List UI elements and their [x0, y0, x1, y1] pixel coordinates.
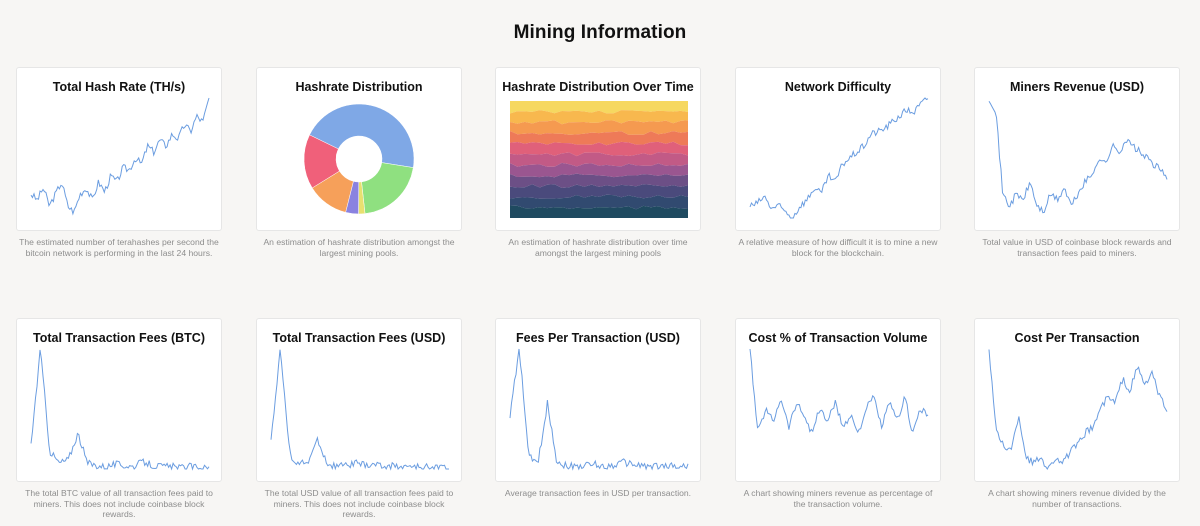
series-line [30, 97, 210, 216]
card-title: Network Difficulty [784, 80, 892, 94]
card-description: A chart showing miners revenue divided b… [988, 488, 1166, 509]
card-cost-percent-transaction-volume[interactable]: Cost % of Transaction Volume A chart sho… [735, 318, 941, 509]
pie-slice [303, 134, 340, 189]
card-title: Hashrate Distribution [295, 80, 423, 94]
chart-card[interactable]: Total Transaction Fees (USD) [256, 318, 462, 482]
line-chart [30, 349, 210, 471]
chart-card[interactable]: Miners Revenue (USD) [974, 67, 1180, 231]
donut-chart [303, 103, 415, 215]
line-chart [988, 101, 1168, 214]
pie-slice [361, 162, 414, 214]
card-network-difficulty[interactable]: Network Difficulty A relative measure of… [735, 67, 941, 258]
series-line [749, 348, 929, 434]
card-total-hash-rate[interactable]: Total Hash Rate (TH/s) The estimated num… [16, 67, 222, 258]
line-chart [749, 348, 929, 434]
card-description: The total BTC value of all transaction f… [25, 488, 213, 520]
card-description: An estimation of hashrate distribution o… [508, 237, 688, 258]
area-band [510, 110, 688, 125]
card-title: Fees Per Transaction (USD) [516, 331, 680, 345]
area-band [510, 131, 688, 146]
card-description: An estimation of hashrate distribution a… [263, 237, 455, 258]
chart-card[interactable]: Fees Per Transaction (USD) [495, 318, 701, 482]
chart-card[interactable]: Hashrate Distribution Over Time [495, 67, 701, 231]
series-line [270, 349, 449, 471]
series-line [509, 348, 689, 471]
card-title: Total Hash Rate (TH/s) [52, 80, 186, 94]
line-chart [270, 349, 449, 471]
series-line [988, 101, 1168, 214]
series-line [988, 349, 1168, 470]
card-title: Miners Revenue (USD) [1009, 80, 1145, 94]
page-title: Mining Information [513, 22, 687, 43]
area-band [510, 205, 688, 218]
chart-card[interactable]: Total Hash Rate (TH/s) [16, 67, 222, 231]
card-title: Cost Per Transaction [1014, 331, 1140, 345]
card-total-transaction-fees-btc[interactable]: Total Transaction Fees (BTC) The total B… [16, 318, 222, 520]
card-description: The estimated number of terahashes per s… [19, 237, 219, 258]
area-band [510, 120, 688, 135]
area-band [510, 152, 688, 167]
area-band [510, 194, 688, 210]
chart-card[interactable]: Total Transaction Fees (BTC) [16, 318, 222, 482]
chart-card[interactable]: Network Difficulty [735, 67, 941, 231]
chart-card[interactable]: Hashrate Distribution [256, 67, 462, 231]
area-band [510, 184, 688, 199]
card-total-transaction-fees-usd[interactable]: Total Transaction Fees (USD) The total U… [256, 318, 462, 520]
card-hashrate-distribution-over-time[interactable]: Hashrate Distribution Over Time An estim… [495, 67, 701, 258]
card-description: A chart showing miners revenue as percen… [743, 488, 933, 509]
area-band [510, 162, 688, 178]
card-description: The total USD value of all transaction f… [264, 488, 454, 520]
area-band [510, 173, 688, 188]
line-chart [749, 97, 929, 219]
pie-slice [309, 103, 415, 168]
line-chart [30, 97, 210, 216]
line-chart [509, 348, 689, 471]
area-band [510, 101, 688, 114]
card-description: A relative measure of how difficult it i… [738, 237, 938, 258]
card-title: Total Transaction Fees (USD) [272, 331, 446, 345]
stacked-area-chart [510, 101, 688, 218]
card-title: Cost % of Transaction Volume [748, 331, 928, 345]
card-hashrate-distribution[interactable]: Hashrate Distribution An estimation of h… [256, 67, 462, 258]
chart-card[interactable]: Cost % of Transaction Volume [735, 318, 941, 482]
card-fees-per-transaction[interactable]: Fees Per Transaction (USD) Average trans… [495, 318, 701, 499]
card-description: Total value in USD of coinbase block rew… [982, 237, 1172, 258]
chart-card[interactable]: Cost Per Transaction [974, 318, 1180, 482]
line-chart [988, 349, 1168, 470]
card-title: Total Transaction Fees (BTC) [32, 331, 205, 345]
series-line [30, 349, 210, 471]
area-band [510, 141, 688, 157]
card-description: Average transaction fees in USD per tran… [504, 488, 692, 498]
card-title: Hashrate Distribution Over Time [502, 80, 694, 94]
card-cost-per-transaction[interactable]: Cost Per Transaction A chart showing min… [974, 318, 1180, 509]
series-line [749, 97, 929, 219]
card-miners-revenue[interactable]: Miners Revenue (USD) Total value in USD … [974, 67, 1180, 258]
